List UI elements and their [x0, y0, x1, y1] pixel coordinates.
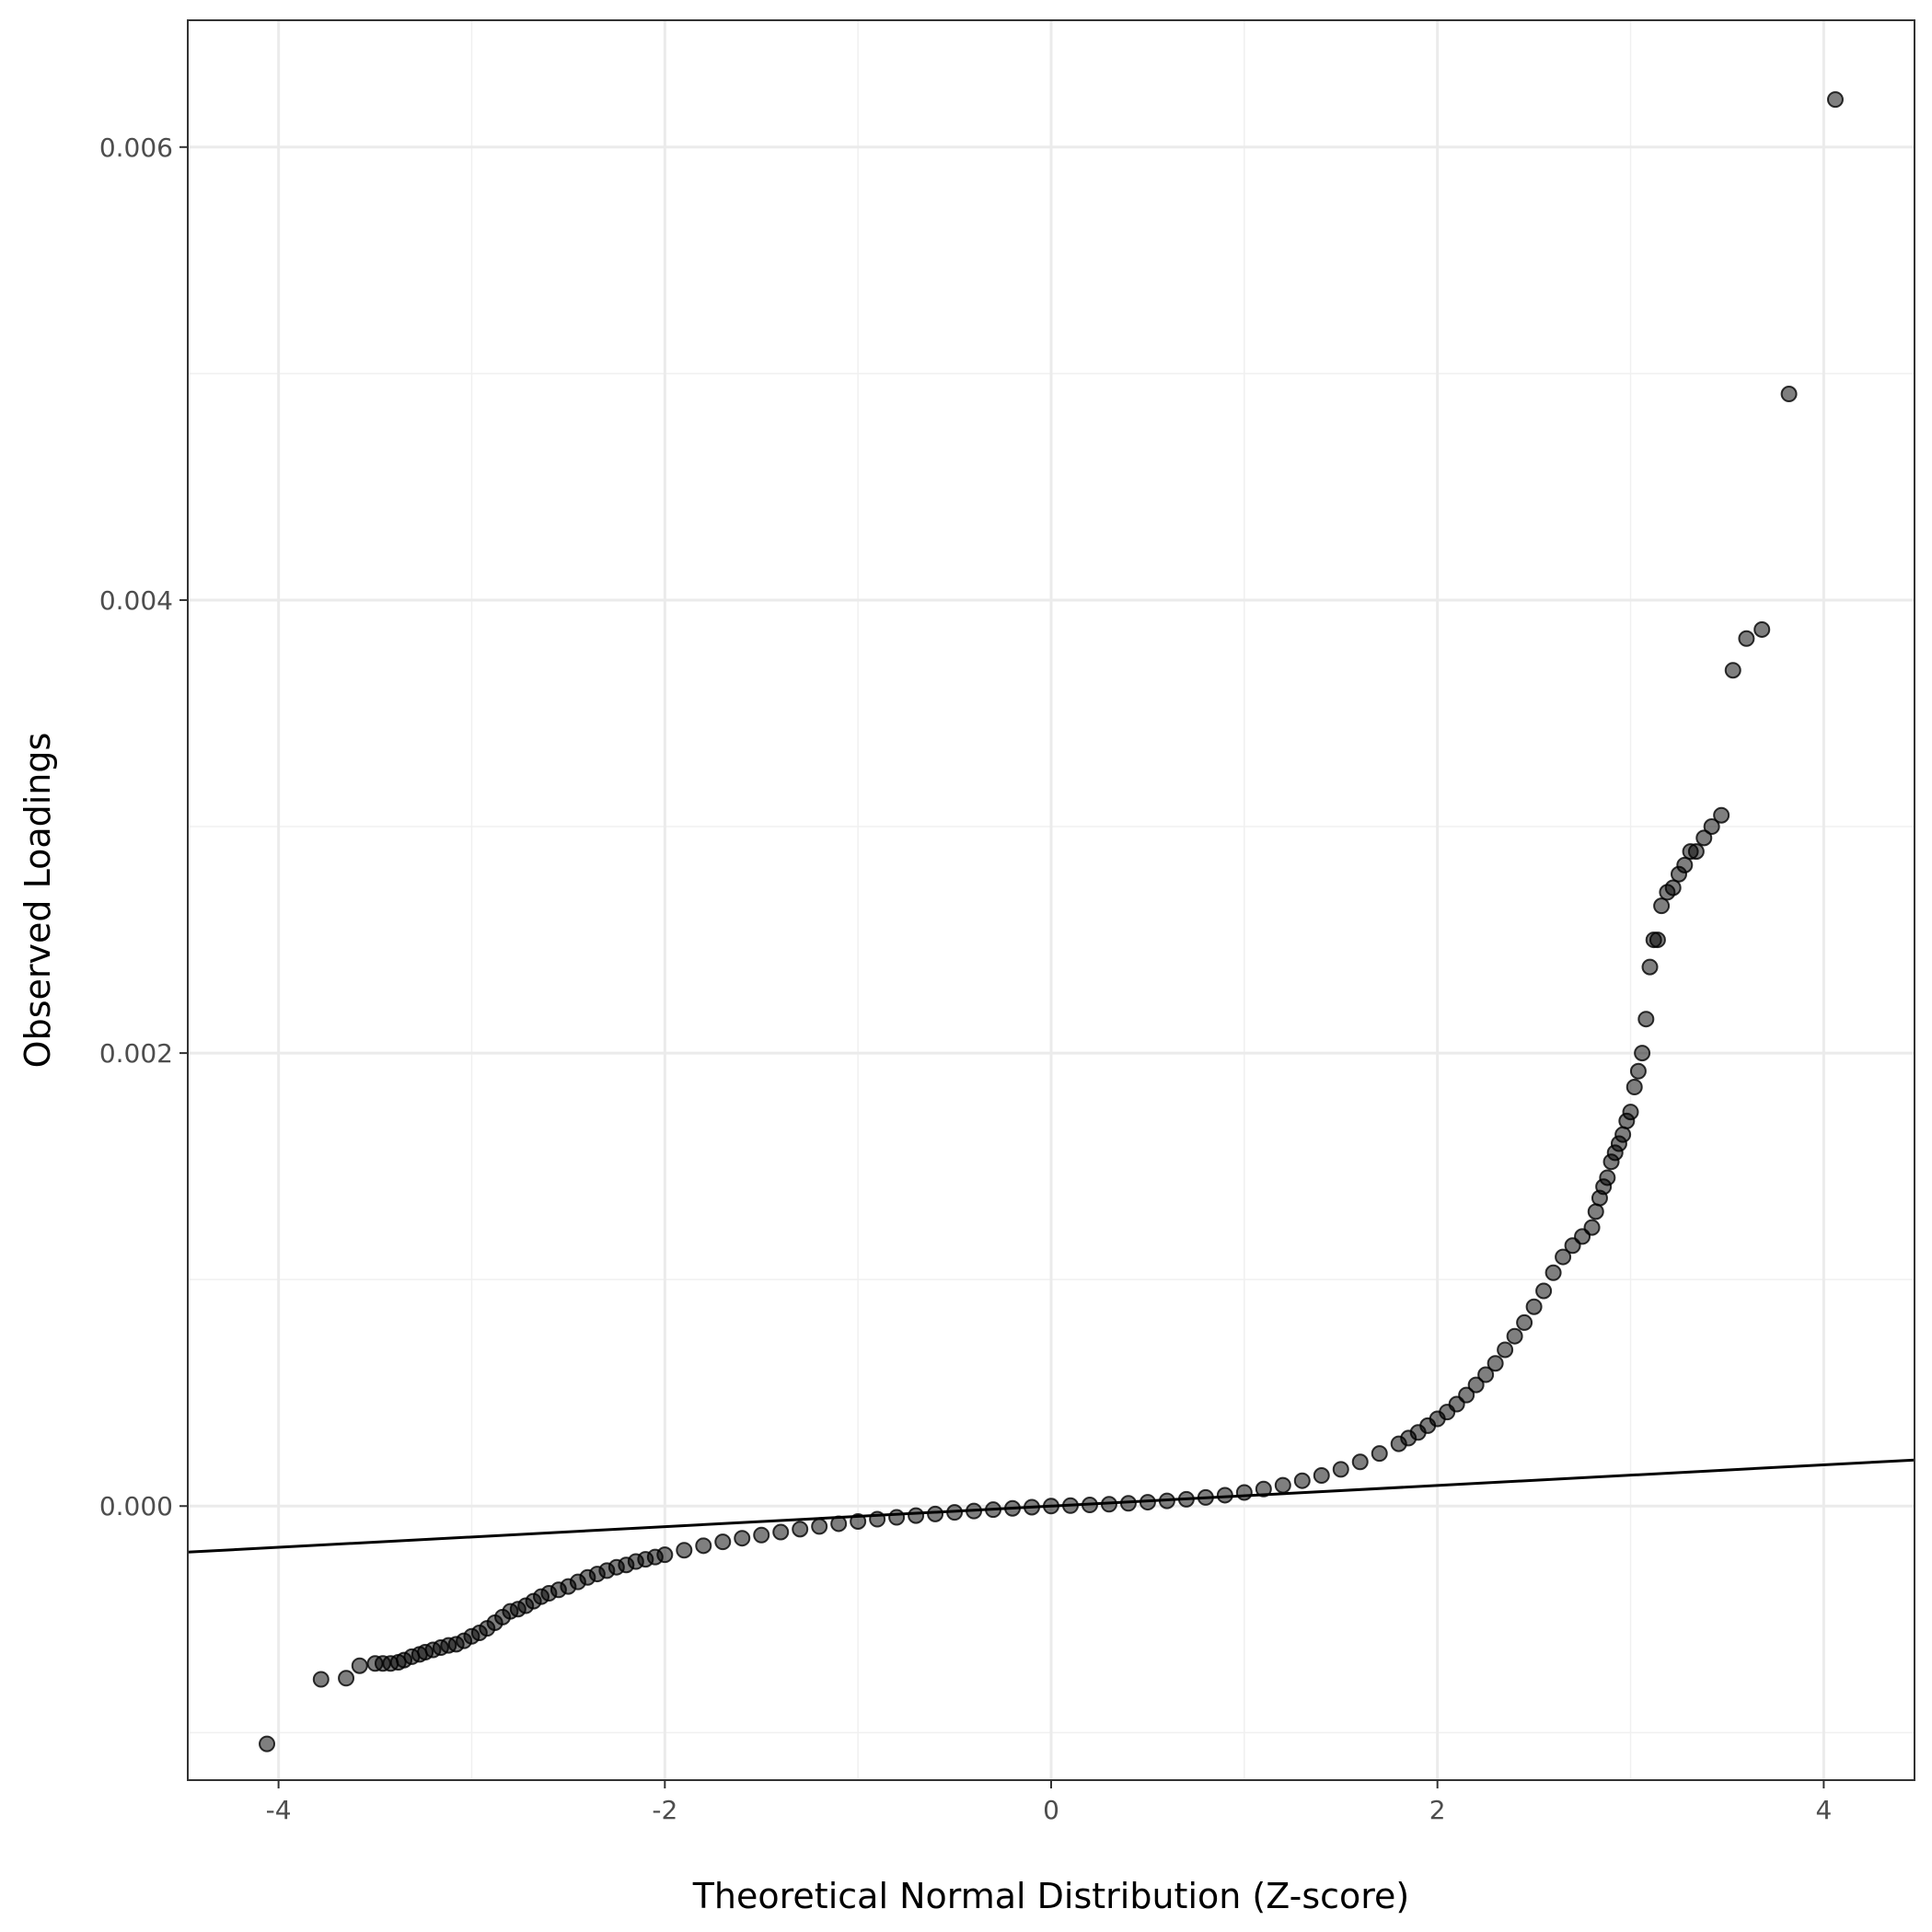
- y-tick-label: 0.006: [99, 133, 173, 163]
- data-point: [850, 1512, 867, 1530]
- data-point: [714, 1533, 732, 1551]
- data-point: [1625, 1079, 1643, 1096]
- data-point: [1653, 897, 1671, 915]
- data-point: [1119, 1495, 1137, 1512]
- data-point: [1676, 856, 1694, 873]
- points-layer: [259, 91, 1844, 1753]
- y-axis-ticks: 0.000 0.002 0.004 0.006: [99, 133, 188, 1521]
- y-axis-title: Observed Loadings: [17, 733, 58, 1069]
- data-point: [1713, 806, 1730, 824]
- data-point: [1525, 1298, 1543, 1315]
- data-point: [1139, 1494, 1156, 1511]
- data-point: [1544, 1264, 1562, 1281]
- data-point: [1599, 1169, 1616, 1186]
- data-point: [1703, 818, 1720, 836]
- data-point: [1177, 1490, 1195, 1508]
- x-axis-ticks: -4 -2 0 2 4: [266, 1780, 1832, 1825]
- data-point: [1506, 1327, 1523, 1345]
- data-point: [1043, 1498, 1059, 1515]
- data-point: [1371, 1445, 1388, 1463]
- data-point: [1614, 1126, 1632, 1143]
- data-point: [1641, 958, 1659, 976]
- data-point: [1216, 1487, 1233, 1504]
- data-point: [1497, 1341, 1514, 1359]
- data-point: [1100, 1496, 1117, 1513]
- data-point: [1235, 1484, 1253, 1501]
- data-point: [1516, 1313, 1533, 1331]
- data-point: [1664, 879, 1682, 897]
- data-point: [1477, 1366, 1495, 1383]
- data-point: [1587, 1203, 1604, 1221]
- data-point: [1313, 1467, 1330, 1485]
- data-point: [869, 1510, 886, 1528]
- data-point: [753, 1526, 770, 1544]
- data-point: [927, 1505, 944, 1522]
- data-point: [1724, 662, 1741, 679]
- data-point: [1274, 1476, 1291, 1494]
- data-point: [338, 1670, 355, 1687]
- data-point: [1687, 843, 1705, 861]
- x-tick-label: 0: [1043, 1795, 1059, 1825]
- data-point: [1535, 1282, 1553, 1300]
- data-point: [1649, 931, 1666, 949]
- data-point: [888, 1509, 906, 1526]
- x-tick-label: -2: [652, 1795, 677, 1825]
- data-point: [966, 1502, 983, 1520]
- data-point: [946, 1504, 964, 1521]
- data-point: [1024, 1498, 1041, 1516]
- data-point: [1332, 1461, 1349, 1478]
- y-tick-label: 0.000: [99, 1491, 173, 1521]
- data-point: [1555, 1248, 1572, 1266]
- x-tick-label: -4: [266, 1795, 292, 1825]
- y-tick-label: 0.004: [99, 585, 173, 616]
- data-point: [351, 1657, 368, 1674]
- data-point: [792, 1521, 809, 1538]
- data-point: [695, 1537, 712, 1555]
- data-point: [1158, 1492, 1175, 1510]
- data-point: [1780, 386, 1798, 403]
- data-point: [1255, 1480, 1272, 1498]
- x-tick-label: 2: [1429, 1795, 1446, 1825]
- x-axis-title: Theoretical Normal Distribution (Z-score…: [692, 1876, 1410, 1916]
- data-point: [1081, 1497, 1098, 1514]
- data-point: [772, 1523, 790, 1541]
- data-point: [1487, 1355, 1504, 1372]
- data-point: [259, 1735, 276, 1753]
- data-point: [312, 1671, 330, 1688]
- data-point: [1583, 1219, 1601, 1236]
- data-point: [830, 1515, 848, 1533]
- x-tick-label: 4: [1815, 1795, 1832, 1825]
- data-point: [811, 1518, 828, 1535]
- data-point: [1293, 1472, 1311, 1489]
- data-point: [985, 1501, 1002, 1519]
- data-point: [1467, 1376, 1485, 1394]
- data-point: [1634, 1045, 1651, 1062]
- data-point: [734, 1530, 751, 1547]
- data-point: [1197, 1488, 1214, 1506]
- data-point: [1458, 1386, 1475, 1404]
- data-point: [1738, 630, 1755, 647]
- data-point: [676, 1542, 693, 1559]
- data-point: [1351, 1453, 1369, 1471]
- data-point: [1629, 1062, 1647, 1080]
- data-point: [1004, 1499, 1022, 1517]
- data-point: [1826, 91, 1844, 109]
- data-point: [1637, 1011, 1655, 1028]
- data-point: [1695, 829, 1713, 847]
- data-point: [1622, 1104, 1639, 1121]
- data-point: [908, 1507, 925, 1524]
- data-point: [1061, 1497, 1079, 1514]
- data-point: [1753, 620, 1771, 638]
- y-tick-label: 0.002: [99, 1038, 173, 1069]
- data-point: [656, 1546, 674, 1564]
